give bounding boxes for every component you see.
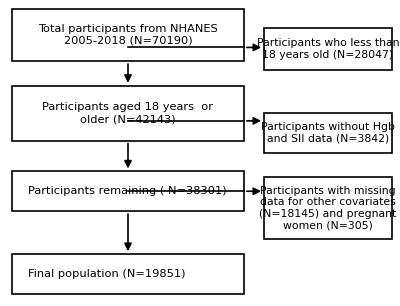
Text: Participants without Hgb
and SII data (N=3842): Participants without Hgb and SII data (N… bbox=[261, 122, 395, 144]
Text: Participants remaining ( N=38301): Participants remaining ( N=38301) bbox=[28, 186, 227, 196]
Text: Final population (N=19851): Final population (N=19851) bbox=[28, 269, 186, 279]
FancyBboxPatch shape bbox=[12, 171, 244, 211]
Text: Total participants from NHANES
2005-2018 (N=70190): Total participants from NHANES 2005-2018… bbox=[38, 24, 218, 46]
FancyBboxPatch shape bbox=[12, 86, 244, 141]
FancyBboxPatch shape bbox=[12, 9, 244, 61]
FancyBboxPatch shape bbox=[12, 254, 244, 294]
FancyBboxPatch shape bbox=[264, 177, 392, 239]
FancyBboxPatch shape bbox=[264, 113, 392, 153]
Text: Participants with missing
data for other covariates
(N=18145) and pregnant
women: Participants with missing data for other… bbox=[259, 186, 397, 230]
FancyBboxPatch shape bbox=[264, 28, 392, 70]
Text: Participants aged 18 years  or
older (N=42143): Participants aged 18 years or older (N=4… bbox=[42, 103, 214, 124]
Text: Participants who less than
18 years old (N=28047): Participants who less than 18 years old … bbox=[257, 38, 399, 60]
